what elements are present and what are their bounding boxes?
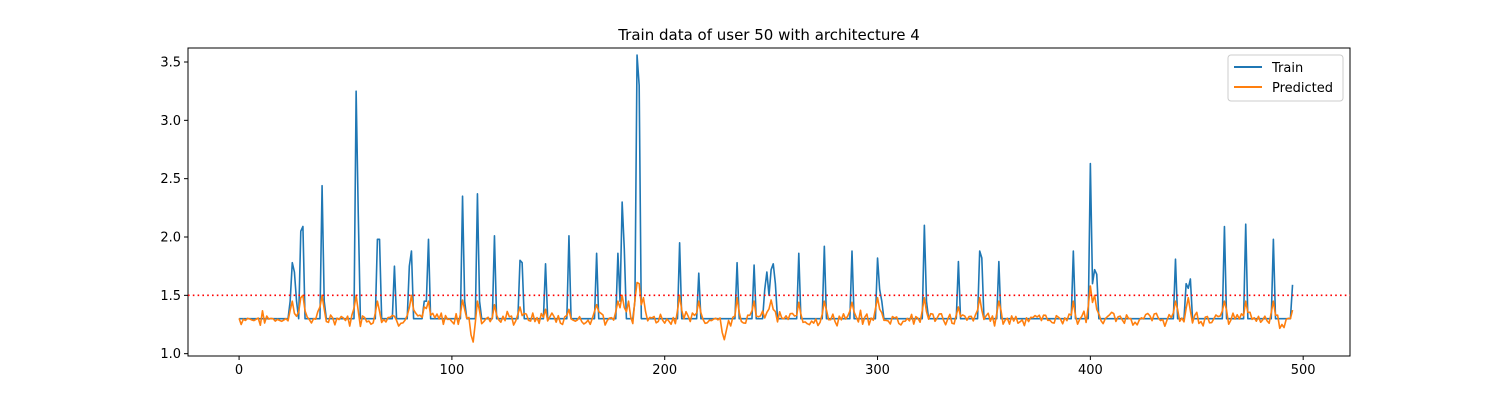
plot-frame [187, 47, 1351, 357]
y-tick-label: 2.0 [160, 231, 181, 246]
y-axis: 1.0 1.5 2.0 2.5 3.0 3.5 [160, 56, 188, 362]
y-tick-label: 3.5 [160, 56, 181, 71]
legend-label-predicted: Predicted [1272, 81, 1333, 96]
y-tick-label: 3.0 [160, 114, 181, 129]
x-tick-label: 400 [1078, 363, 1103, 378]
x-tick-label: 500 [1291, 363, 1316, 378]
legend: Train Predicted [1227, 54, 1344, 102]
series-layer [238, 54, 1294, 343]
x-axis: 0 100 200 300 400 500 [235, 356, 1316, 378]
y-tick-label: 1.5 [160, 289, 181, 304]
x-tick-label: 0 [235, 363, 243, 378]
chart-title: Train data of user 50 with architecture … [617, 26, 920, 44]
y-tick-label: 1.0 [160, 347, 181, 362]
y-tick-label: 2.5 [160, 172, 181, 187]
plot-area [187, 47, 1351, 357]
x-tick-label: 100 [439, 363, 464, 378]
series-line-predicted [238, 281, 1294, 343]
x-tick-label: 300 [865, 363, 890, 378]
x-tick-label: 200 [652, 363, 677, 378]
legend-label-train: Train [1271, 61, 1303, 76]
